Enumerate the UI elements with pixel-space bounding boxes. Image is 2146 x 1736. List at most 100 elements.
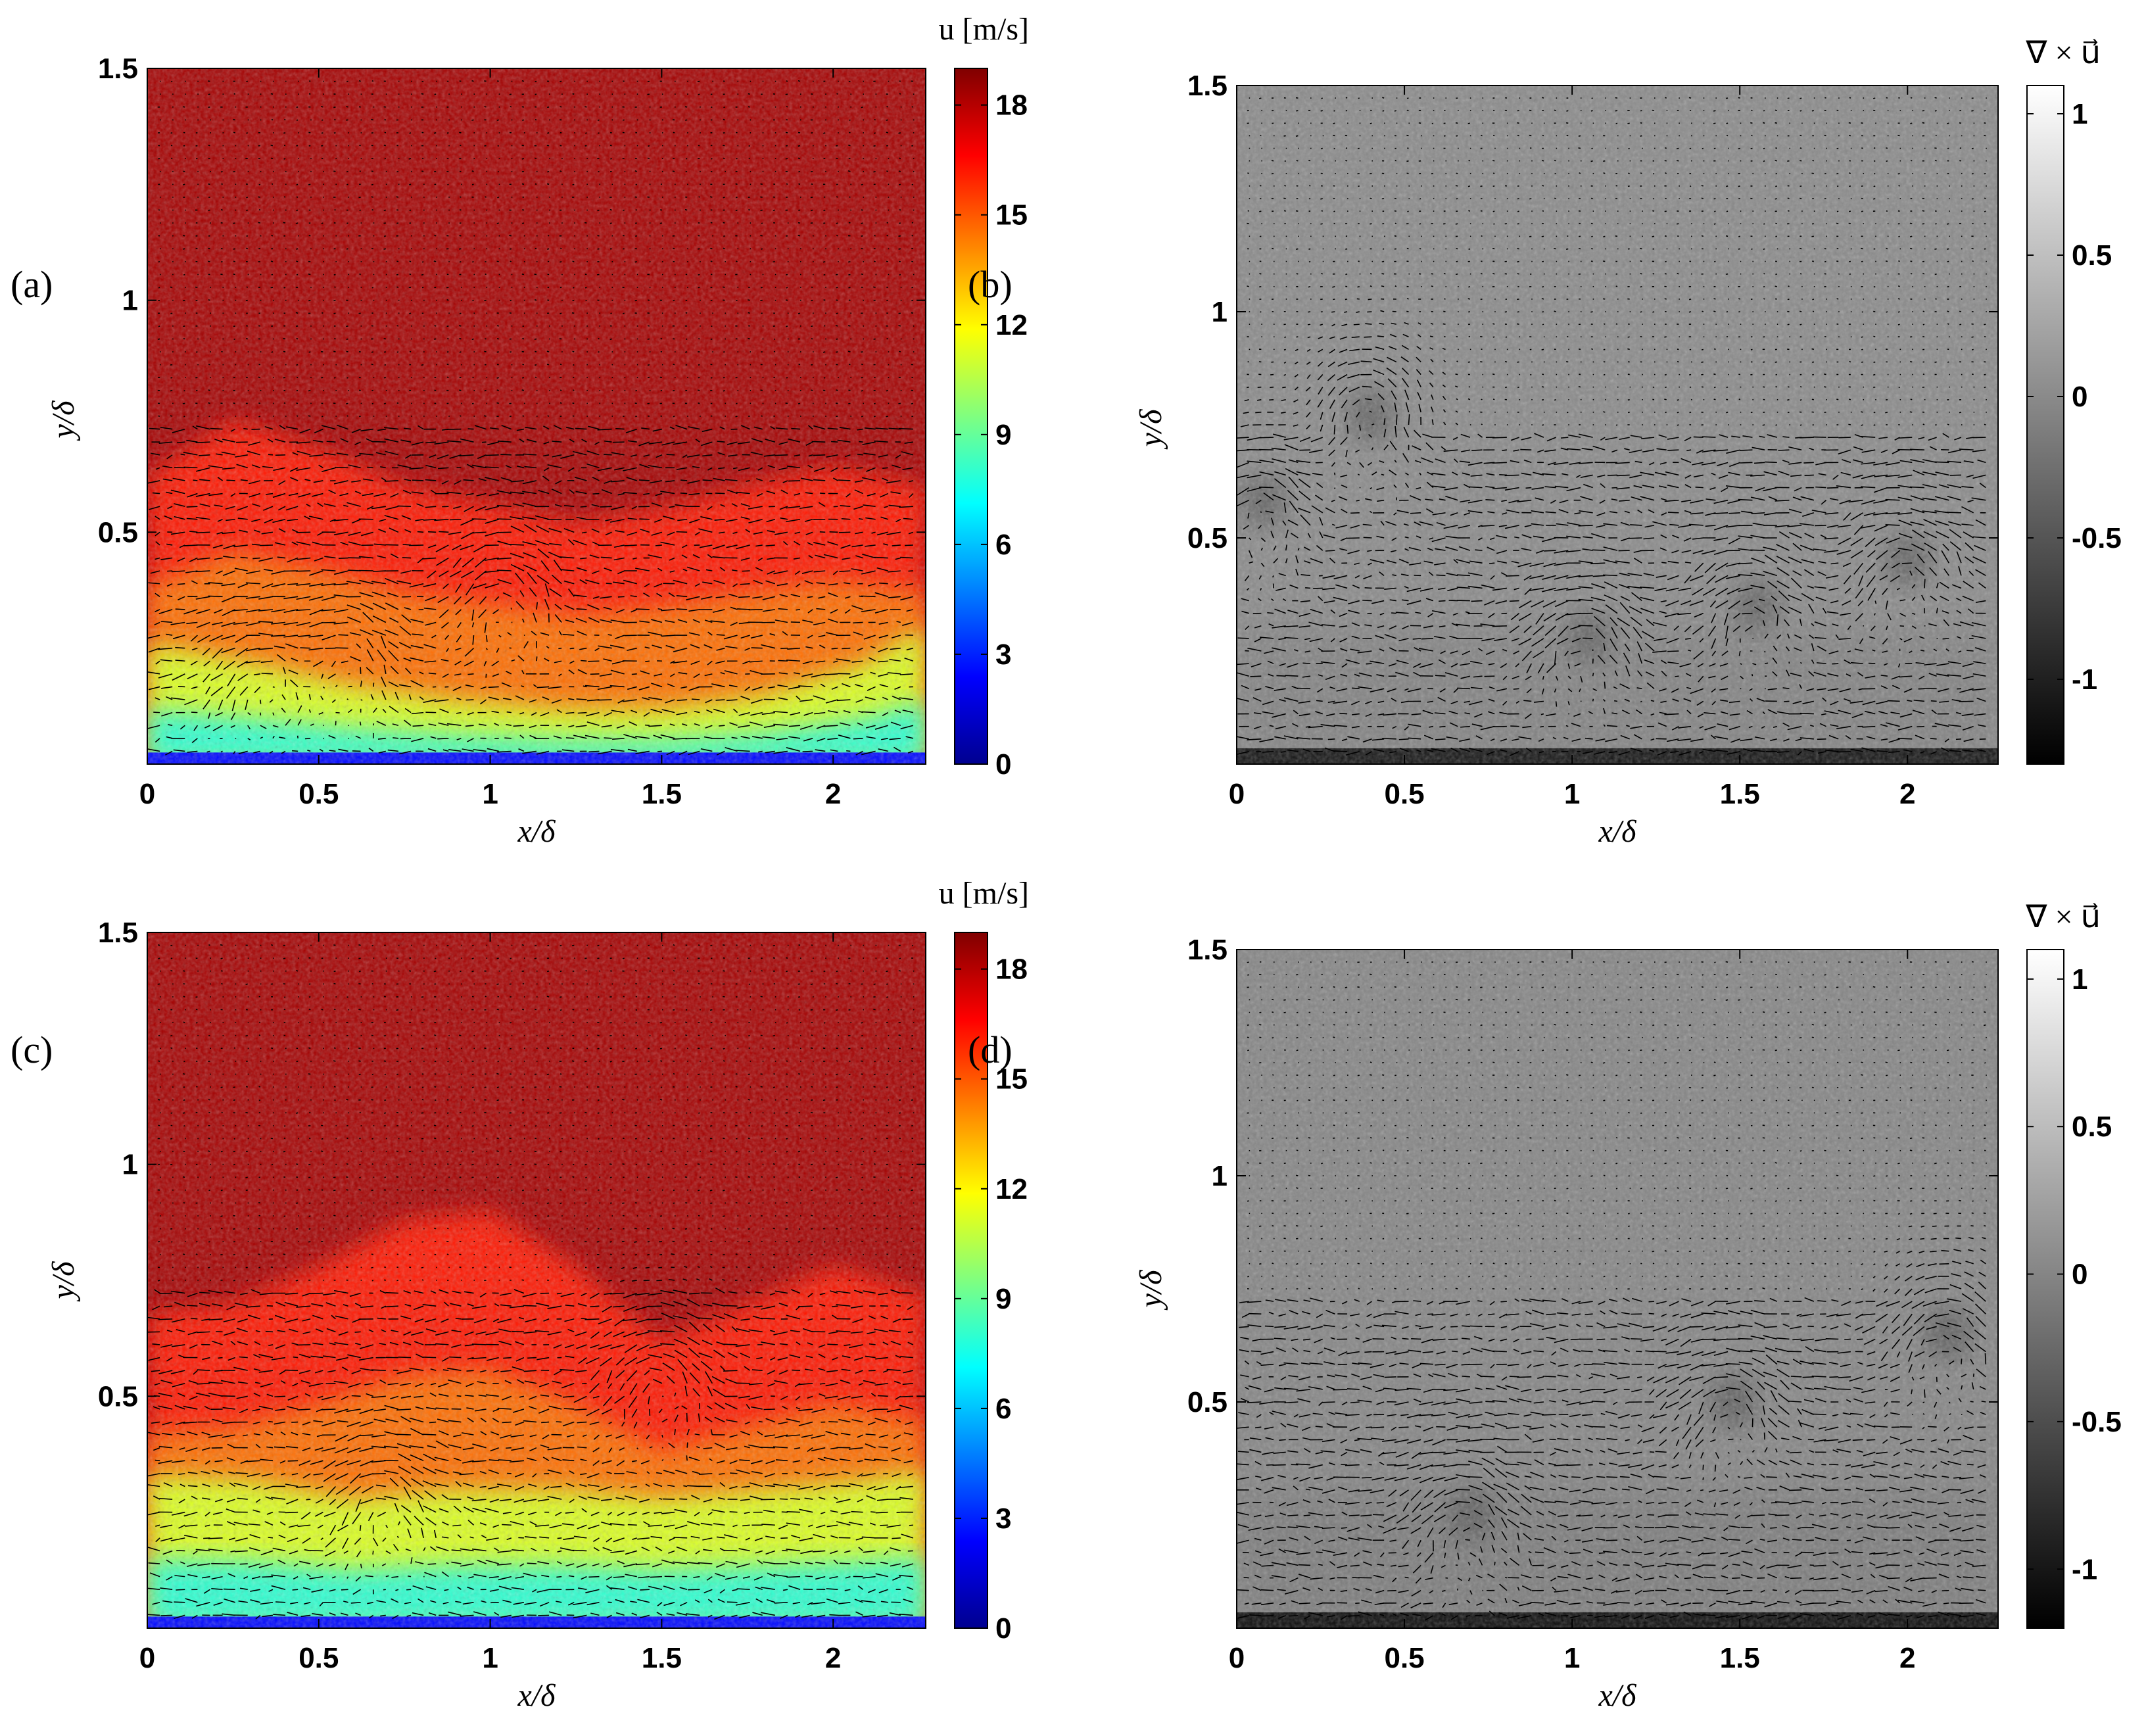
vector bbox=[1512, 738, 1519, 741]
vector bbox=[1339, 336, 1348, 340]
vector bbox=[1308, 621, 1323, 627]
vector bbox=[309, 570, 323, 576]
vector bbox=[378, 529, 387, 533]
vector bbox=[404, 719, 412, 726]
vector bbox=[183, 466, 198, 469]
vector bbox=[329, 518, 336, 522]
vector bbox=[603, 658, 612, 662]
vector bbox=[1306, 361, 1311, 365]
vector bbox=[258, 633, 274, 636]
vector bbox=[308, 273, 311, 276]
vector bbox=[1434, 712, 1446, 715]
vector bbox=[1404, 322, 1409, 325]
vector bbox=[271, 183, 274, 185]
vector bbox=[515, 601, 525, 610]
vector bbox=[585, 579, 600, 585]
vector bbox=[1481, 235, 1483, 237]
vector bbox=[673, 647, 688, 652]
vector bbox=[1416, 369, 1421, 375]
vector bbox=[510, 491, 524, 494]
vector bbox=[410, 644, 424, 649]
vector bbox=[1333, 725, 1348, 727]
vector bbox=[487, 748, 499, 752]
vector bbox=[848, 274, 851, 276]
vector bbox=[583, 685, 587, 688]
vector bbox=[1618, 751, 1630, 756]
vector bbox=[1306, 399, 1311, 406]
vector bbox=[1506, 509, 1519, 514]
vector bbox=[1407, 688, 1421, 692]
vector bbox=[580, 506, 587, 508]
vector bbox=[521, 158, 525, 160]
vector bbox=[1254, 638, 1262, 642]
vector bbox=[1404, 389, 1410, 400]
vector bbox=[297, 705, 302, 713]
vector bbox=[1360, 360, 1372, 363]
vector bbox=[1237, 487, 1250, 496]
vector bbox=[183, 609, 198, 615]
vector bbox=[354, 454, 361, 458]
vector bbox=[231, 699, 236, 711]
vector bbox=[895, 557, 901, 560]
vector bbox=[308, 673, 311, 675]
vector bbox=[262, 583, 274, 589]
vector bbox=[748, 145, 750, 147]
vector bbox=[506, 711, 512, 713]
vector bbox=[572, 183, 575, 185]
vector bbox=[284, 118, 286, 121]
vector bbox=[1453, 559, 1458, 564]
vector bbox=[272, 712, 275, 716]
vector bbox=[843, 582, 851, 585]
vector bbox=[851, 568, 863, 571]
vector bbox=[1442, 372, 1446, 375]
vector bbox=[271, 570, 286, 575]
vector bbox=[1625, 665, 1631, 677]
vector bbox=[1496, 688, 1508, 692]
vector bbox=[625, 428, 638, 433]
vector bbox=[775, 531, 788, 535]
vector bbox=[252, 557, 260, 560]
vector bbox=[1448, 600, 1458, 602]
vector bbox=[694, 723, 700, 726]
vector bbox=[435, 544, 449, 552]
vector bbox=[865, 517, 876, 520]
vector bbox=[786, 506, 801, 509]
vector bbox=[170, 531, 185, 535]
vector bbox=[1400, 700, 1409, 704]
vector bbox=[222, 467, 235, 470]
vector bbox=[911, 222, 914, 224]
vector bbox=[1331, 412, 1336, 422]
vector bbox=[908, 531, 914, 535]
vector bbox=[372, 615, 387, 623]
vector bbox=[1500, 572, 1508, 577]
x-tick-label: 0.5 bbox=[298, 778, 339, 810]
vector bbox=[496, 531, 512, 533]
vector bbox=[371, 581, 386, 585]
vector bbox=[622, 157, 625, 159]
vector bbox=[888, 596, 901, 598]
vector bbox=[339, 493, 348, 496]
vector bbox=[1502, 675, 1508, 681]
vector bbox=[775, 619, 788, 623]
vector bbox=[1400, 573, 1409, 577]
vector bbox=[654, 673, 663, 677]
vector bbox=[151, 452, 160, 456]
vector bbox=[1620, 627, 1631, 639]
vector bbox=[1616, 487, 1630, 490]
vector bbox=[1579, 462, 1593, 464]
vector bbox=[682, 568, 688, 571]
vector bbox=[297, 557, 311, 560]
vector bbox=[371, 402, 374, 404]
vector bbox=[1450, 700, 1458, 704]
vector bbox=[1389, 663, 1397, 667]
vector bbox=[533, 612, 537, 623]
vector bbox=[158, 609, 173, 614]
vector bbox=[176, 441, 185, 444]
vector bbox=[572, 260, 575, 262]
vector bbox=[786, 80, 788, 82]
vector bbox=[823, 377, 826, 379]
vector bbox=[804, 518, 813, 522]
vector bbox=[1590, 160, 1593, 162]
vector bbox=[1620, 521, 1630, 526]
vector bbox=[861, 570, 876, 575]
